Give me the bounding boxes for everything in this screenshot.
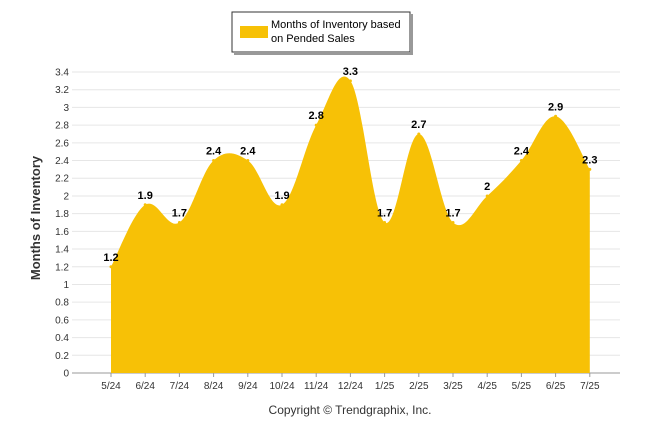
y-tick-label: 2 [63,191,69,202]
x-tick-label: 7/24 [170,381,190,392]
x-tick-label: 6/24 [135,381,155,392]
y-tick-label: 1.4 [55,245,69,256]
legend-box-shadow-bottom [234,52,413,55]
data-label: 2.7 [411,119,426,131]
data-label: 1.9 [138,190,153,202]
data-point [417,132,421,136]
data-point [519,159,523,163]
y-tick-label: 2.4 [55,156,69,167]
legend-swatch [240,26,268,38]
y-tick-label: 0.4 [55,333,69,344]
y-tick-label: 1.8 [55,209,69,220]
data-label: 1.7 [377,208,392,220]
data-point [383,221,387,224]
legend-box-shadow [410,14,413,54]
x-tick-label: 11/24 [304,381,329,392]
legend-label-line-2: on Pended Sales [271,33,355,45]
y-tick-label: 3 [63,103,69,114]
y-tick-label: 2.8 [55,121,69,132]
data-point [246,159,250,163]
x-tick-label: 1/25 [375,381,395,392]
x-tick-label: 8/24 [204,381,224,392]
data-point [554,114,558,118]
x-tick-label: 10/24 [269,381,294,392]
y-tick-label: 1.2 [55,262,69,273]
data-point [143,203,147,207]
data-point [212,159,216,163]
legend-label-line-1: Months of Inventory based [271,19,401,31]
x-tick-label: 9/24 [238,381,258,392]
x-axis-ticks: 5/24 6/24 7/24 8/24 9/24 10/24 11/24 12/24 1/25 2… [101,373,600,392]
data-point [485,194,489,198]
y-tick-label: 0.8 [55,298,69,309]
x-tick-label: 5/25 [512,381,532,392]
y-tick-label: 0 [63,369,69,380]
data-point [348,79,352,83]
data-label: 1.7 [172,208,187,220]
y-tick-label: 3.2 [55,85,69,96]
data-label: 2.9 [548,101,563,113]
area-fill [111,76,590,373]
data-label: 2.8 [309,110,324,122]
x-tick-label: 4/25 [477,381,497,392]
x-tick-label: 7/25 [580,381,600,392]
y-tick-label: 1.6 [55,227,69,238]
y-axis-ticks: 0 0.2 0.4 0.6 0.8 1 1.2 1.4 1.6 1.8 2 2.2 2.4 2.6 2.8 3… [55,68,69,380]
y-axis-title: Months of Inventory [28,155,43,280]
data-label: 2.4 [240,146,256,158]
data-label: 2.4 [514,146,530,158]
data-point [280,203,284,207]
y-tick-label: 2.6 [55,138,69,149]
data-point [314,123,318,127]
x-tick-label: 2/25 [409,381,429,392]
y-tick-label: 1 [63,280,69,291]
data-label: 2.3 [582,154,597,166]
data-label: 3.3 [343,66,358,78]
y-tick-label: 3.4 [55,68,69,79]
data-point [588,167,592,171]
data-label: 2.4 [206,146,222,158]
area-series [111,76,590,373]
data-label: 2 [484,181,490,193]
x-tick-label: 3/25 [443,381,463,392]
data-point [109,265,113,269]
y-tick-label: 2.2 [55,174,69,185]
data-point [451,221,455,224]
x-tick-label: 6/25 [546,381,566,392]
legend: Months of Inventory based on Pended Sale… [231,11,413,55]
y-tick-label: 0.6 [55,315,69,326]
data-label: 1.2 [103,252,118,264]
copyright-text: Copyright © Trendgraphix, Inc. [269,403,432,417]
x-tick-label: 5/24 [101,381,121,392]
data-point [177,221,181,224]
data-label: 1.9 [274,190,289,202]
data-labels: 1.2 1.9 1.7 2.4 2.4 1.9 2.8 3.3 1.7 2.7 1.7 2 2.4 2.9… [103,66,597,269]
data-label: 1.7 [445,208,460,220]
x-tick-label: 12/24 [338,381,363,392]
y-tick-label: 0.2 [55,351,69,362]
